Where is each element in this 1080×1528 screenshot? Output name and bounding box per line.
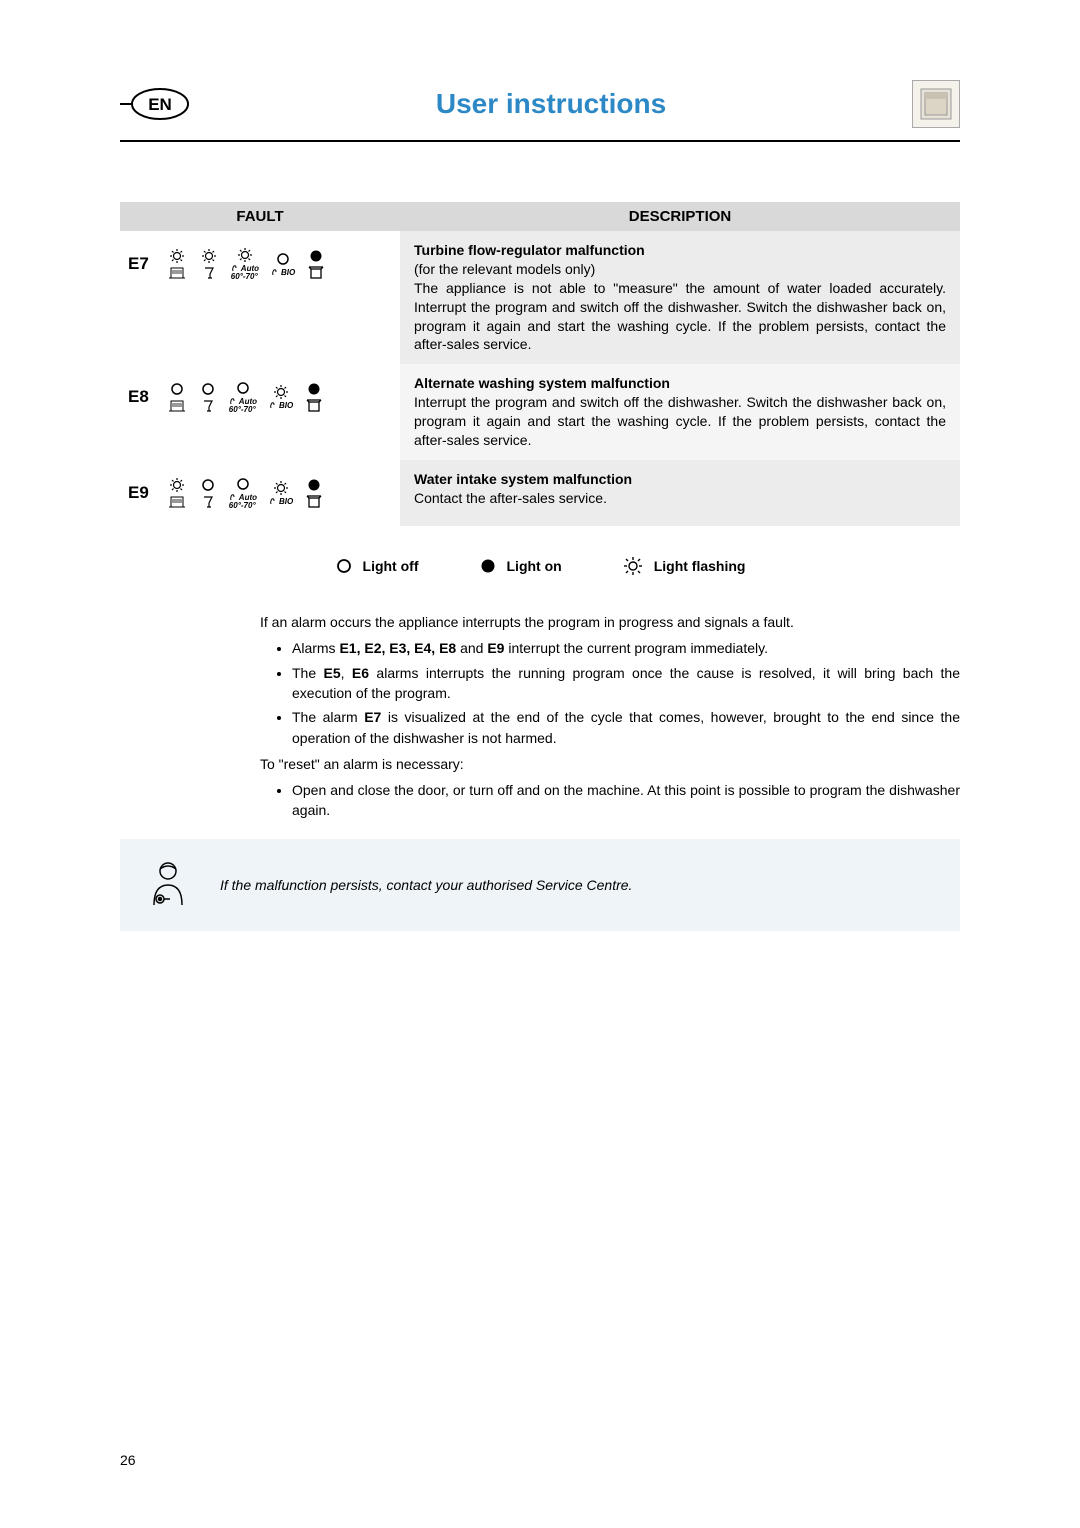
status-icon: Auto60°-70° <box>229 380 257 414</box>
fault-title: Water intake system malfunction <box>414 471 632 487</box>
fault-table: FAULT DESCRIPTION E7 Auto60°-70° <box>120 202 960 526</box>
status-icon <box>167 381 187 413</box>
description-cell: Turbine flow-regulator malfunction (for … <box>400 231 960 364</box>
fault-code: E9 <box>128 483 149 503</box>
bio-label: BIO <box>271 269 295 277</box>
list-item: The alarm E7 is visualized at the end of… <box>292 707 960 748</box>
washer-icon <box>167 495 187 509</box>
reset-text: To "reset" an alarm is necessary: <box>260 754 960 774</box>
service-person-icon <box>140 857 196 913</box>
status-icon: BIO <box>271 251 295 277</box>
auto-label: Auto60°-70° <box>229 494 257 510</box>
glass-icon <box>200 266 218 280</box>
washer-icon <box>167 399 187 413</box>
auto-label: Auto60°-70° <box>231 265 259 281</box>
status-icon <box>199 381 217 413</box>
status-icon <box>167 477 187 509</box>
language-code: EN <box>148 95 172 114</box>
light-on-icon <box>479 557 497 575</box>
status-icon <box>305 477 323 509</box>
legend-light-on: Light on <box>479 556 562 576</box>
intro-text: If an alarm occurs the appliance interru… <box>260 612 960 632</box>
status-icon: Auto60°-70° <box>231 247 259 281</box>
fault-code: E8 <box>128 387 149 407</box>
fault-icon-grid: E8 Auto60°-70° BIO <box>128 380 392 414</box>
list-item: Alarms E1, E2, E3, E4, E8 and E9 interru… <box>292 638 960 658</box>
table-row: E8 Auto60°-70° BIO <box>120 364 960 460</box>
bio-label: BIO <box>269 498 293 506</box>
status-icon <box>199 477 217 509</box>
washer-icon <box>167 266 187 280</box>
fault-body: Interrupt the program and switch off the… <box>414 394 946 448</box>
language-badge-wrap: EN <box>120 84 190 124</box>
status-icon: Auto60°-70° <box>229 476 257 510</box>
language-badge: EN <box>120 84 190 124</box>
page-header: EN User instructions <box>120 80 960 128</box>
table-row: E7 Auto60°-70° <box>120 231 960 364</box>
status-icon <box>305 381 323 413</box>
fault-body: Contact the after-sales service. <box>414 490 607 506</box>
fault-header: FAULT <box>120 202 400 231</box>
fault-body: The appliance is not able to "measure" t… <box>414 280 946 353</box>
status-icon: BIO <box>269 480 293 506</box>
status-icon <box>199 248 219 280</box>
glass-icon <box>199 399 217 413</box>
door-icon <box>307 266 325 280</box>
header-divider <box>120 140 960 142</box>
description-cell: Water intake system malfunction Contact … <box>400 460 960 526</box>
table-row: E9 Auto60°-70° BIO <box>120 460 960 526</box>
list-item: Open and close the door, or turn off and… <box>292 780 960 821</box>
status-icon <box>167 248 187 280</box>
fault-icon-grid: E7 Auto60°-70° <box>128 247 392 281</box>
description-cell: Alternate washing system malfunction Int… <box>400 364 960 460</box>
bio-label: BIO <box>269 402 293 410</box>
notice-text: If the malfunction persists, contact you… <box>220 877 632 893</box>
fault-icon-grid: E9 Auto60°-70° BIO <box>128 476 392 510</box>
door-icon <box>305 399 323 413</box>
bullet-list: Alarms E1, E2, E3, E4, E8 and E9 interru… <box>260 638 960 747</box>
page-title: User instructions <box>190 88 912 120</box>
light-off-icon <box>335 557 353 575</box>
status-icon <box>307 248 325 280</box>
description-header: DESCRIPTION <box>400 202 960 231</box>
door-icon <box>305 495 323 509</box>
fault-code: E7 <box>128 254 149 274</box>
glass-icon <box>199 495 217 509</box>
legend: Light off Light on Light flashing <box>120 556 960 576</box>
status-icon: BIO <box>269 384 293 410</box>
bullet-list: Open and close the door, or turn off and… <box>260 780 960 821</box>
list-item: The E5, E6 alarms interrupts the running… <box>292 663 960 704</box>
page-number: 26 <box>120 1452 136 1468</box>
fault-title: Alternate washing system malfunction <box>414 375 670 391</box>
fault-subtitle: (for the relevant models only) <box>414 261 595 277</box>
notice-box: If the malfunction persists, contact you… <box>120 839 960 931</box>
fault-title: Turbine flow-regulator malfunction <box>414 242 645 258</box>
auto-label: Auto60°-70° <box>229 398 257 414</box>
legend-light-flashing: Light flashing <box>622 556 746 576</box>
dishwasher-icon <box>912 80 960 128</box>
body-text-section: If an alarm occurs the appliance interru… <box>120 612 960 821</box>
legend-light-off: Light off <box>335 556 419 576</box>
light-flashing-icon <box>622 556 644 576</box>
